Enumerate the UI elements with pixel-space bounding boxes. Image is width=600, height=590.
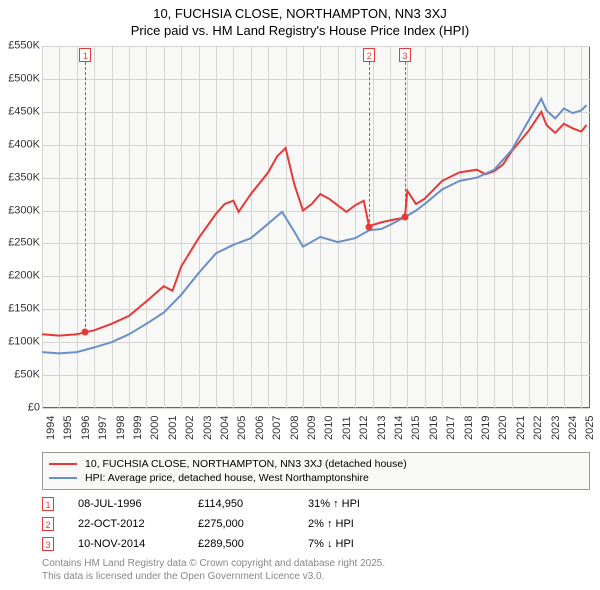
sale-delta: 2% ↑ HPI bbox=[308, 518, 418, 530]
chart-marker-box: 3 bbox=[399, 48, 411, 62]
title-line-1: 10, FUCHSIA CLOSE, NORTHAMPTON, NN3 3XJ bbox=[0, 6, 600, 23]
x-tick-label: 2014 bbox=[393, 416, 405, 440]
x-tick-label: 2018 bbox=[463, 416, 475, 440]
x-tick-label: 2002 bbox=[184, 416, 196, 440]
sales-table: 1 08-JUL-1996 £114,950 31% ↑ HPI 2 22-OC… bbox=[42, 494, 418, 554]
y-tick-label: £100K bbox=[0, 337, 40, 348]
x-tick-label: 1998 bbox=[115, 416, 127, 440]
sale-date: 22-OCT-2012 bbox=[78, 518, 198, 530]
y-tick-label: £250K bbox=[0, 238, 40, 249]
x-tick-label: 1995 bbox=[62, 416, 74, 440]
legend-item: 10, FUCHSIA CLOSE, NORTHAMPTON, NN3 3XJ … bbox=[49, 457, 583, 471]
sale-price: £275,000 bbox=[198, 518, 308, 530]
legend-label: HPI: Average price, detached house, West… bbox=[85, 472, 369, 484]
x-tick-label: 2005 bbox=[236, 416, 248, 440]
x-tick-label: 2011 bbox=[341, 416, 353, 440]
footer-line-1: Contains HM Land Registry data © Crown c… bbox=[42, 558, 385, 571]
x-tick-label: 2022 bbox=[532, 416, 544, 440]
x-tick-label: 2009 bbox=[306, 416, 318, 440]
sale-row: 3 10-NOV-2014 £289,500 7% ↓ HPI bbox=[42, 534, 418, 554]
x-tick-label: 2006 bbox=[254, 416, 266, 440]
x-tick-label: 2024 bbox=[567, 416, 579, 440]
x-tick-label: 1994 bbox=[45, 416, 57, 440]
title-line-2: Price paid vs. HM Land Registry's House … bbox=[0, 23, 600, 40]
sale-marker-box: 1 bbox=[42, 497, 54, 511]
sale-row: 2 22-OCT-2012 £275,000 2% ↑ HPI bbox=[42, 514, 418, 534]
sale-delta: 7% ↓ HPI bbox=[308, 538, 418, 550]
y-tick-label: £0 bbox=[0, 403, 40, 414]
x-tick-label: 2023 bbox=[550, 416, 562, 440]
legend-item: HPI: Average price, detached house, West… bbox=[49, 471, 583, 485]
x-tick-label: 2015 bbox=[410, 416, 422, 440]
y-tick-label: £400K bbox=[0, 139, 40, 150]
x-tick-label: 2013 bbox=[376, 416, 388, 440]
sale-delta: 31% ↑ HPI bbox=[308, 498, 418, 510]
x-tick-label: 2019 bbox=[480, 416, 492, 440]
chart-marker-dot bbox=[366, 224, 373, 231]
y-tick-label: £550K bbox=[0, 41, 40, 52]
x-tick-label: 1996 bbox=[80, 416, 92, 440]
chart-title: 10, FUCHSIA CLOSE, NORTHAMPTON, NN3 3XJ … bbox=[0, 0, 600, 40]
legend: 10, FUCHSIA CLOSE, NORTHAMPTON, NN3 3XJ … bbox=[42, 452, 590, 490]
x-tick-label: 2012 bbox=[358, 416, 370, 440]
chart-marker-box: 2 bbox=[363, 48, 375, 62]
y-tick-label: £50K bbox=[0, 370, 40, 381]
legend-swatch bbox=[49, 477, 77, 479]
sale-price: £114,950 bbox=[198, 498, 308, 510]
x-tick-label: 2000 bbox=[149, 416, 161, 440]
x-tick-label: 2001 bbox=[167, 416, 179, 440]
sale-marker-box: 3 bbox=[42, 537, 54, 551]
legend-label: 10, FUCHSIA CLOSE, NORTHAMPTON, NN3 3XJ … bbox=[85, 458, 407, 470]
sale-price: £289,500 bbox=[198, 538, 308, 550]
x-tick-label: 2010 bbox=[323, 416, 335, 440]
y-tick-label: £450K bbox=[0, 106, 40, 117]
x-tick-label: 2016 bbox=[428, 416, 440, 440]
chart-area: 1 2 3 bbox=[42, 46, 590, 408]
x-tick-label: 2020 bbox=[497, 416, 509, 440]
sale-marker-box: 2 bbox=[42, 517, 54, 531]
x-tick-label: 1999 bbox=[132, 416, 144, 440]
chart-container: 10, FUCHSIA CLOSE, NORTHAMPTON, NN3 3XJ … bbox=[0, 0, 600, 590]
footer-line-2: This data is licensed under the Open Gov… bbox=[42, 571, 385, 584]
sale-row: 1 08-JUL-1996 £114,950 31% ↑ HPI bbox=[42, 494, 418, 514]
y-tick-label: £200K bbox=[0, 271, 40, 282]
y-tick-label: £300K bbox=[0, 205, 40, 216]
x-tick-label: 2008 bbox=[289, 416, 301, 440]
x-tick-label: 2025 bbox=[584, 416, 596, 440]
line-series bbox=[42, 46, 590, 408]
legend-swatch bbox=[49, 463, 77, 465]
footer-attribution: Contains HM Land Registry data © Crown c… bbox=[42, 558, 385, 583]
x-tick-label: 2007 bbox=[271, 416, 283, 440]
chart-marker-dot bbox=[401, 214, 408, 221]
chart-marker-box: 1 bbox=[79, 48, 91, 62]
y-tick-label: £150K bbox=[0, 304, 40, 315]
sale-date: 08-JUL-1996 bbox=[78, 498, 198, 510]
series-price_paid bbox=[42, 112, 587, 336]
sale-date: 10-NOV-2014 bbox=[78, 538, 198, 550]
y-tick-label: £350K bbox=[0, 172, 40, 183]
y-tick-label: £500K bbox=[0, 73, 40, 84]
x-tick-label: 2017 bbox=[445, 416, 457, 440]
x-tick-label: 2004 bbox=[219, 416, 231, 440]
chart-marker-dot bbox=[82, 329, 89, 336]
x-tick-label: 1997 bbox=[97, 416, 109, 440]
x-tick-label: 2003 bbox=[202, 416, 214, 440]
series-hpi bbox=[42, 99, 587, 354]
x-tick-label: 2021 bbox=[515, 416, 527, 440]
